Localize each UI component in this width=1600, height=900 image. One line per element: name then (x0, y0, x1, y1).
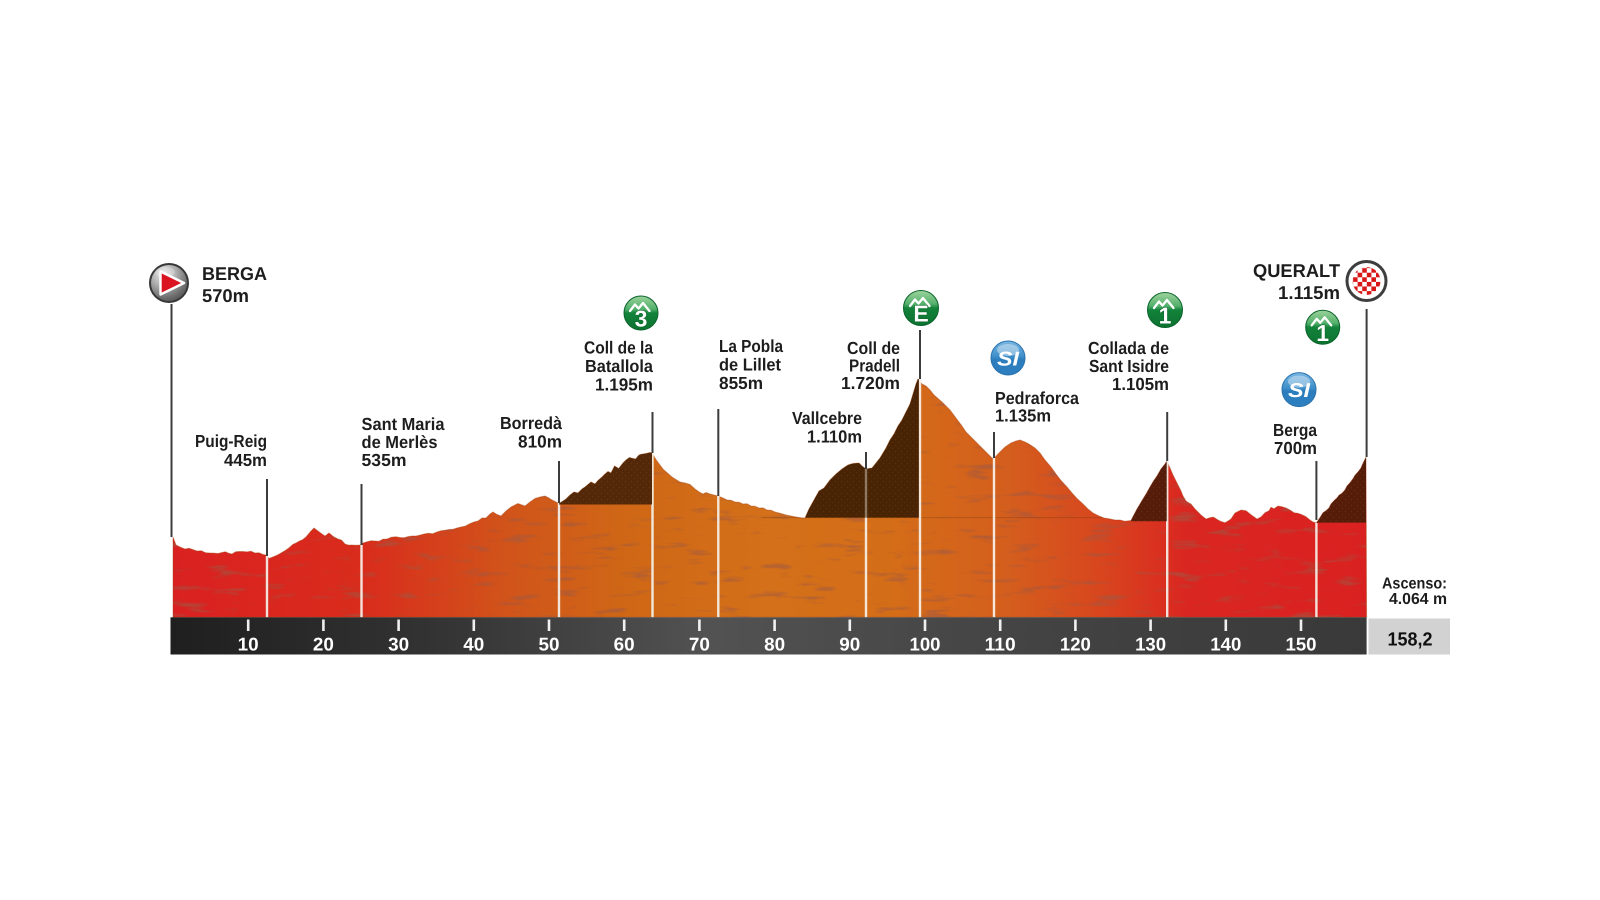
svg-text:10: 10 (238, 634, 259, 655)
svg-text:100: 100 (910, 634, 941, 655)
svg-text:120: 120 (1060, 634, 1091, 655)
svg-text:1.110m: 1.110m (807, 427, 862, 447)
svg-text:445m: 445m (224, 450, 267, 470)
svg-text:855m: 855m (719, 373, 763, 393)
svg-text:La Pobla: La Pobla (719, 336, 783, 356)
svg-text:130: 130 (1135, 634, 1166, 655)
svg-text:158,2: 158,2 (1388, 630, 1433, 651)
svg-text:1.115m: 1.115m (1278, 282, 1340, 303)
svg-text:Coll de la: Coll de la (584, 338, 653, 358)
svg-text:E: E (913, 301, 928, 327)
svg-text:Pradell: Pradell (849, 356, 900, 376)
svg-text:Collada de: Collada de (1088, 338, 1169, 358)
svg-text:1: 1 (1316, 320, 1329, 346)
svg-text:Berga: Berga (1273, 420, 1317, 440)
svg-text:1: 1 (1159, 303, 1172, 329)
svg-text:80: 80 (764, 634, 785, 655)
svg-text:40: 40 (463, 634, 484, 655)
svg-text:90: 90 (839, 634, 860, 655)
svg-text:1.195m: 1.195m (595, 375, 653, 395)
svg-text:Sant Maria: Sant Maria (362, 414, 445, 434)
svg-text:700m: 700m (1274, 438, 1317, 458)
svg-text:SI: SI (1288, 380, 1311, 402)
svg-text:20: 20 (313, 634, 334, 655)
svg-text:110: 110 (985, 634, 1016, 655)
svg-text:70: 70 (689, 634, 710, 655)
svg-text:BERGA: BERGA (202, 263, 267, 284)
svg-text:1.720m: 1.720m (841, 373, 900, 393)
svg-text:50: 50 (539, 634, 560, 655)
svg-text:de Lillet: de Lillet (719, 355, 781, 375)
svg-text:60: 60 (614, 634, 635, 655)
svg-text:140: 140 (1210, 634, 1241, 655)
svg-text:Batallola: Batallola (585, 356, 653, 376)
svg-text:Pedraforca: Pedraforca (995, 388, 1079, 408)
svg-text:3: 3 (635, 306, 648, 332)
svg-text:150: 150 (1286, 634, 1317, 655)
svg-text:570m: 570m (202, 285, 249, 306)
svg-text:Puig-Reig: Puig-Reig (195, 431, 267, 451)
svg-text:Borredà: Borredà (500, 413, 562, 433)
svg-text:Vallcebre: Vallcebre (792, 408, 862, 428)
svg-text:810m: 810m (518, 432, 562, 452)
svg-text:Coll de: Coll de (847, 338, 900, 358)
svg-text:de Merlès: de Merlès (362, 432, 438, 452)
svg-text:Ascenso:: Ascenso: (1382, 576, 1447, 593)
svg-text:QUERALT: QUERALT (1253, 260, 1341, 281)
svg-text:535m: 535m (362, 450, 407, 470)
svg-text:4.064 m: 4.064 m (1389, 591, 1447, 608)
svg-text:1.105m: 1.105m (1112, 374, 1169, 394)
svg-text:Sant Isidre: Sant Isidre (1089, 356, 1169, 376)
svg-text:30: 30 (388, 634, 409, 655)
svg-text:1.135m: 1.135m (995, 406, 1051, 426)
svg-text:SI: SI (997, 349, 1020, 371)
